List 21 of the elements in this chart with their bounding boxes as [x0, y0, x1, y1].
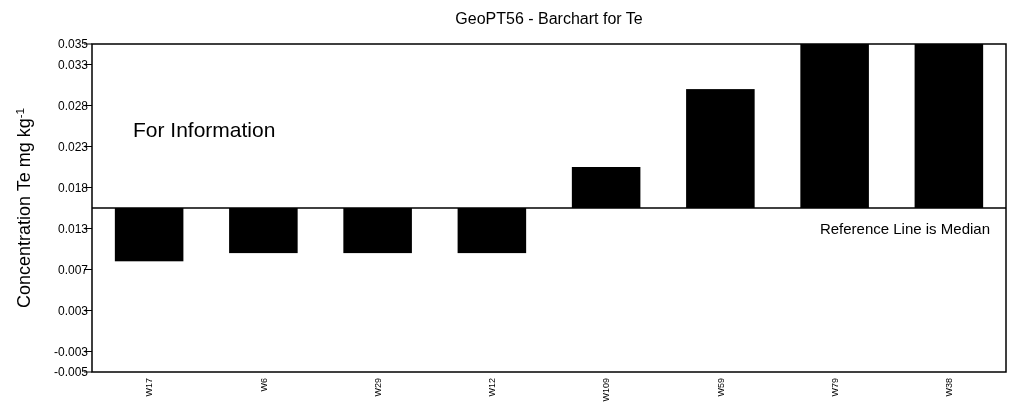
x-tick-label: W12 [487, 378, 498, 397]
y-tick-label: 0.003 [57, 303, 89, 318]
y-tick-label: 0.023 [57, 139, 89, 154]
y-tick-label: -0.005 [53, 365, 89, 380]
y-tick-label: 0.013 [57, 221, 89, 236]
y-tick-label: 0.033 [57, 57, 89, 72]
x-tick-label: W29 [372, 378, 383, 397]
ref-line-label: Reference Line is Median [819, 220, 990, 237]
x-tick-label: W17 [144, 378, 155, 397]
chart-title: GeoPT56 - Barchart for Te [455, 10, 643, 27]
y-tick-label: -0.003 [53, 344, 89, 359]
x-tick-label: W109 [601, 378, 612, 402]
x-tick-label: W6 [258, 378, 269, 392]
y-tick-label: 0.007 [57, 262, 89, 277]
y-tick-label: 0.035 [57, 37, 89, 52]
x-tick-label: W59 [715, 378, 726, 397]
y-tick-label: 0.028 [57, 98, 89, 113]
x-tick-label: W38 [944, 378, 955, 397]
x-tick-label: W79 [829, 378, 840, 397]
annotation: For Information [133, 118, 276, 141]
y-tick-label: 0.018 [57, 180, 89, 195]
